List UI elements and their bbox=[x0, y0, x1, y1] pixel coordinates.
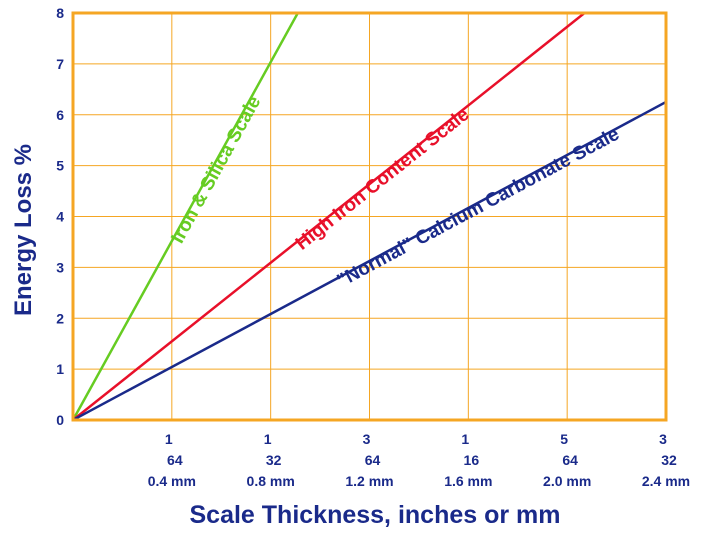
y-tick-label: 7 bbox=[56, 56, 64, 72]
series-label: Iron & Silica Scale bbox=[167, 93, 265, 247]
y-tick-label: 3 bbox=[56, 259, 64, 275]
y-tick-label: 4 bbox=[56, 209, 64, 225]
x-tick-mm: 1.2 mm bbox=[345, 473, 393, 489]
y-axis-title: Energy Loss % bbox=[10, 144, 37, 316]
x-tick-mm: 2.4 mm bbox=[642, 473, 690, 489]
x-tick-denominator: 16 bbox=[464, 452, 480, 468]
plot-frame bbox=[71, 11, 668, 422]
x-tick-labels: 1 64 0.4 mm 1 32 0.8 mm 3 64 1.2 mm 1 16 1.6 mm 5 64 2… bbox=[148, 431, 690, 489]
x-tick-denominator: 64 bbox=[365, 452, 381, 468]
series-line bbox=[73, 13, 299, 420]
y-tick-label: 2 bbox=[56, 310, 64, 326]
series-labels: Iron & Silica Scale High Iron Content Sca… bbox=[167, 93, 623, 292]
x-tick-denominator: 64 bbox=[167, 452, 183, 468]
x-tick-numerator: 5 bbox=[560, 431, 568, 447]
y-tick-label: 5 bbox=[56, 158, 64, 174]
y-tick-labels: 0 1 2 3 4 5 6 7 8 bbox=[56, 5, 64, 428]
y-tick-label: 8 bbox=[56, 5, 64, 21]
x-tick-numerator: 3 bbox=[659, 431, 667, 447]
x-tick-denominator: 64 bbox=[562, 452, 578, 468]
x-tick-mm: 0.8 mm bbox=[247, 473, 295, 489]
x-tick-mm: 1.6 mm bbox=[444, 473, 492, 489]
x-tick-numerator: 1 bbox=[461, 431, 469, 447]
x-tick-numerator: 1 bbox=[165, 431, 173, 447]
series-line bbox=[73, 100, 666, 420]
y-tick-label: 6 bbox=[56, 107, 64, 123]
series-lines bbox=[73, 13, 666, 420]
x-axis-title: Scale Thickness, inches or mm bbox=[190, 501, 561, 529]
series-label: "Normal" Calcium Carbonate Scale bbox=[334, 124, 623, 292]
x-tick-denominator: 32 bbox=[661, 452, 677, 468]
grid-lines bbox=[73, 12, 667, 421]
x-tick-mm: 0.4 mm bbox=[148, 473, 196, 489]
x-tick-mm: 2.0 mm bbox=[543, 473, 591, 489]
x-tick-denominator: 32 bbox=[266, 452, 282, 468]
y-tick-label: 0 bbox=[56, 412, 64, 428]
x-tick-numerator: 3 bbox=[363, 431, 371, 447]
y-tick-label: 1 bbox=[56, 361, 64, 377]
series-line bbox=[73, 13, 586, 420]
x-tick-numerator: 1 bbox=[264, 431, 272, 447]
